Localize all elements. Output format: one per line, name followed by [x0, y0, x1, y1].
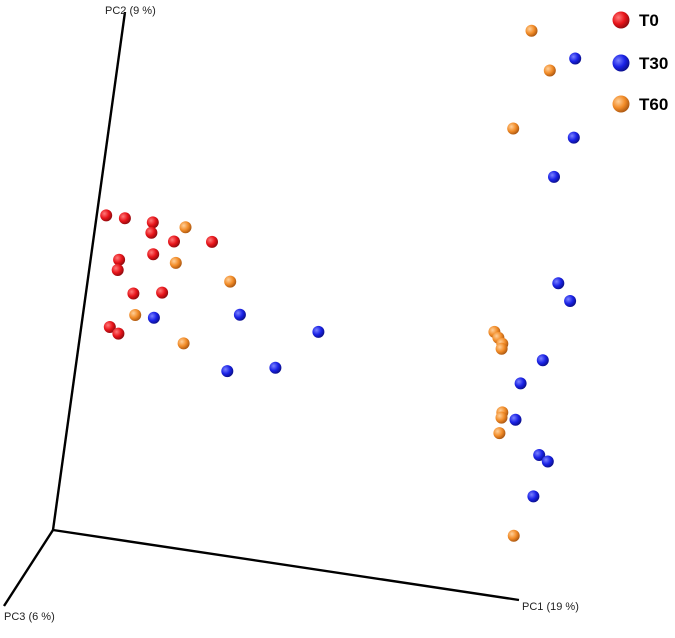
legend-label-t30: T30 — [639, 54, 668, 73]
point-t30-9 — [541, 455, 554, 468]
point-t30-5 — [536, 354, 549, 367]
point-t60-1 — [543, 64, 556, 77]
point-t30-3 — [552, 277, 565, 290]
point-t60-15 — [507, 529, 520, 542]
point-t60-14 — [493, 427, 506, 440]
point-t30-12 — [233, 308, 246, 321]
point-t30-10 — [527, 490, 540, 503]
point-t30-7 — [509, 413, 522, 426]
point-t30-1 — [567, 131, 580, 144]
point-t30-4 — [564, 295, 577, 307]
legend: T0 T30 T60 — [612, 11, 668, 114]
point-t60-0 — [525, 24, 538, 37]
point-t30-6 — [514, 377, 527, 390]
point-t30-8 — [533, 449, 546, 461]
point-t0-1 — [118, 212, 131, 225]
pc3-axis-label: PC3 (6 %) — [4, 611, 55, 623]
point-t30-0 — [569, 52, 582, 65]
legend-marker-t30 — [612, 54, 630, 72]
legend-item-t60: T60 — [612, 95, 668, 114]
point-t30-14 — [221, 365, 234, 378]
point-t60-7 — [177, 337, 190, 350]
pc3-axis-line — [2, 529, 55, 607]
point-t0-4 — [168, 235, 180, 248]
point-t30-2 — [548, 170, 560, 183]
point-t60-13 — [495, 411, 508, 424]
pc2-axis-line — [51, 11, 127, 531]
point-t60-3 — [179, 221, 192, 234]
point-t60-6 — [129, 309, 142, 321]
point-t0-10 — [156, 286, 169, 299]
data-points — [100, 24, 582, 542]
point-t0-8 — [111, 264, 124, 276]
point-t60-4 — [169, 256, 182, 269]
legend-label-t0: T0 — [639, 11, 659, 30]
legend-item-t0: T0 — [612, 11, 659, 30]
point-t0-5 — [206, 235, 218, 248]
legend-label-t60: T60 — [639, 95, 668, 114]
legend-marker-t60 — [612, 95, 630, 113]
point-t0-12 — [112, 327, 125, 340]
legend-item-t30: T30 — [612, 54, 668, 73]
point-t30-15 — [269, 361, 282, 374]
point-t30-13 — [312, 325, 325, 338]
point-t0-6 — [147, 248, 160, 261]
legend-marker-t0 — [612, 11, 630, 29]
pc1-axis-line — [52, 528, 520, 602]
point-t0-7 — [113, 253, 126, 266]
point-t0-3 — [145, 226, 158, 239]
axes: PC2 (9 %) PC1 (19 %) PC3 (6 %) — [2, 5, 579, 623]
point-t0-2 — [146, 216, 159, 229]
point-t0-0 — [100, 209, 113, 222]
point-t0-9 — [127, 287, 140, 300]
point-t60-2 — [507, 122, 520, 135]
point-t30-11 — [147, 311, 160, 324]
pc2-axis-label: PC2 (9 %) — [105, 5, 156, 17]
pc1-axis-label: PC1 (19 %) — [522, 601, 579, 613]
point-t60-5 — [224, 275, 237, 288]
point-t60-11 — [495, 342, 508, 355]
point-t0-11 — [103, 321, 116, 333]
